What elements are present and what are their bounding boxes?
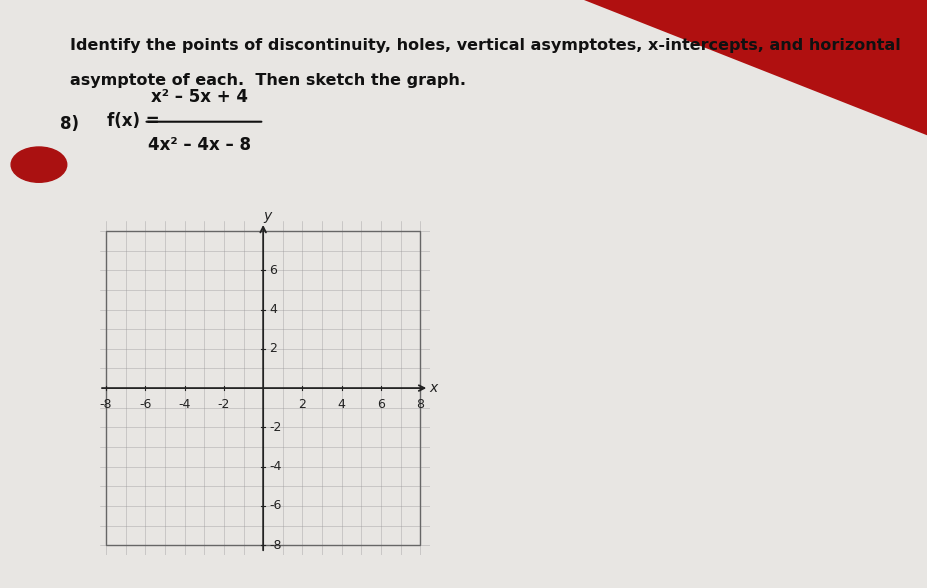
Text: Identify the points of discontinuity, holes, vertical asymptotes, x-intercepts, : Identify the points of discontinuity, ho… xyxy=(70,38,900,54)
Text: 8): 8) xyxy=(60,115,79,133)
Text: x² – 5x + 4: x² – 5x + 4 xyxy=(151,88,248,106)
Text: -8: -8 xyxy=(269,539,282,552)
Polygon shape xyxy=(575,0,927,147)
Text: -2: -2 xyxy=(269,421,282,434)
Text: y: y xyxy=(263,209,272,223)
Text: 4: 4 xyxy=(337,398,346,411)
Text: -4: -4 xyxy=(269,460,282,473)
Text: 2: 2 xyxy=(269,342,277,355)
Text: asymptote of each.  Then sketch the graph.: asymptote of each. Then sketch the graph… xyxy=(70,74,465,89)
Text: -2: -2 xyxy=(218,398,230,411)
Text: -8: -8 xyxy=(100,398,112,411)
Bar xyxy=(0,0,927,47)
Text: f(x) =: f(x) = xyxy=(107,112,165,129)
Text: 2: 2 xyxy=(298,398,307,411)
Text: -6: -6 xyxy=(139,398,151,411)
Text: 6: 6 xyxy=(377,398,385,411)
Text: 4x² – 4x – 8: 4x² – 4x – 8 xyxy=(147,136,251,155)
Text: 4: 4 xyxy=(269,303,277,316)
Text: 8: 8 xyxy=(416,398,425,411)
Text: 6: 6 xyxy=(269,264,277,277)
Text: x: x xyxy=(430,381,438,395)
Circle shape xyxy=(11,147,67,182)
Text: -4: -4 xyxy=(178,398,191,411)
Text: -6: -6 xyxy=(269,499,282,512)
